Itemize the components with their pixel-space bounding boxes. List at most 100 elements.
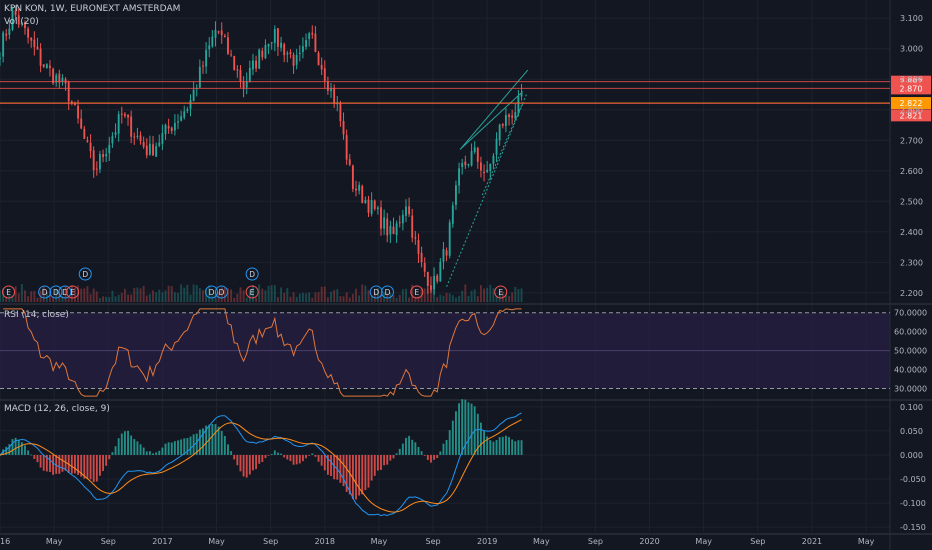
candle (330, 82, 332, 98)
candle-body (345, 135, 348, 160)
macd-histogram-bar (289, 454, 292, 462)
macd-histogram-bar (367, 454, 370, 488)
candle (33, 31, 36, 56)
macd-legend: MACD (12, 26, close, 9) (4, 404, 114, 414)
candle-body (323, 68, 326, 81)
volume-bar (49, 295, 51, 302)
candle-body (442, 249, 445, 262)
macd-histogram-bar (479, 422, 482, 455)
candle-body (89, 142, 92, 152)
marker-circle (58, 285, 72, 299)
candle-body (11, 10, 14, 30)
candle-body (473, 147, 476, 152)
candle-body (30, 37, 33, 41)
macd-histogram-bar (501, 436, 504, 455)
macd-histogram-bar (236, 454, 239, 466)
marker-letter: D (209, 288, 215, 297)
candle (67, 80, 70, 110)
macd-histogram-bar (123, 431, 126, 455)
volume-bar (45, 291, 48, 302)
candle-body (467, 164, 470, 166)
price-tick-label: 3.000 (900, 45, 923, 54)
macd-histogram-bar (439, 451, 442, 455)
candle (417, 233, 420, 263)
volume-bar (305, 293, 307, 302)
volume-bar (95, 291, 98, 302)
macd-histogram-bar (5, 446, 8, 455)
candle-body (114, 132, 117, 135)
volume-bar (55, 289, 58, 302)
candle (248, 60, 251, 83)
macd-histogram-bar (414, 442, 417, 455)
candle (133, 132, 136, 145)
volume-bar (470, 290, 473, 302)
candle-body (80, 118, 83, 129)
volume-bar (230, 289, 233, 302)
macd-histogram-bar (95, 454, 98, 482)
macd-histogram-bar (489, 440, 492, 455)
price-label: 2.821 (900, 111, 923, 120)
volume-bar (89, 294, 92, 302)
candle (364, 196, 367, 204)
candle-body (130, 116, 133, 137)
volume-bar (330, 291, 332, 302)
volume-bar (198, 288, 201, 302)
candle-body (289, 52, 292, 55)
candle (420, 246, 423, 268)
macd-histogram-bar (455, 411, 457, 455)
marker-letter: D (53, 288, 59, 297)
candle (114, 123, 117, 139)
candle (358, 181, 361, 195)
volume-bar (433, 284, 436, 302)
macd-histogram-bar (492, 441, 495, 455)
volume-bar (130, 294, 133, 302)
volume-bar (423, 288, 426, 302)
candle-body (145, 145, 148, 156)
dividend-marker: D (245, 267, 259, 281)
macd-histogram-bar (305, 454, 307, 459)
price-label: 2.892 (900, 78, 923, 87)
wedge-line (446, 103, 524, 287)
marker-circle (78, 267, 92, 281)
volume-bar (398, 294, 401, 302)
candle (314, 26, 317, 53)
candle-body (98, 154, 101, 170)
candle (170, 126, 173, 135)
macd-histogram-bar (258, 454, 261, 464)
macd-histogram-bar (461, 399, 464, 455)
candle-body (445, 250, 448, 256)
macd-histogram-bar (152, 453, 154, 455)
time-tick-label: Sep (588, 537, 603, 546)
candle-body (339, 103, 342, 122)
macd-histogram-bar (417, 446, 420, 455)
macd-histogram-bar (333, 454, 336, 480)
candle (411, 208, 414, 243)
volume-bar (517, 289, 520, 302)
candle (198, 59, 201, 89)
macd-histogram-bar (314, 454, 317, 457)
candle-body (476, 148, 479, 162)
macd-histogram-bar (520, 440, 523, 455)
volume-bar (292, 292, 295, 302)
candle-body (280, 42, 283, 48)
volume-bar (245, 297, 248, 302)
macd-histogram-bar (142, 447, 145, 455)
macd-histogram-bar (386, 454, 389, 465)
candle-body (504, 115, 507, 126)
candle (280, 36, 283, 52)
candle-body (495, 138, 498, 155)
candle (148, 135, 151, 156)
candle-body (86, 140, 89, 142)
candle-body (436, 275, 439, 282)
candle (405, 199, 407, 223)
macd-histogram-bar (133, 439, 136, 455)
macd-histogram-bar (464, 399, 467, 455)
macd-histogram-bar (86, 454, 89, 479)
candle (455, 180, 457, 210)
candle-body (67, 82, 70, 102)
marker-circle (38, 285, 52, 299)
candle (39, 43, 42, 73)
macd-histogram-bar (230, 451, 233, 455)
